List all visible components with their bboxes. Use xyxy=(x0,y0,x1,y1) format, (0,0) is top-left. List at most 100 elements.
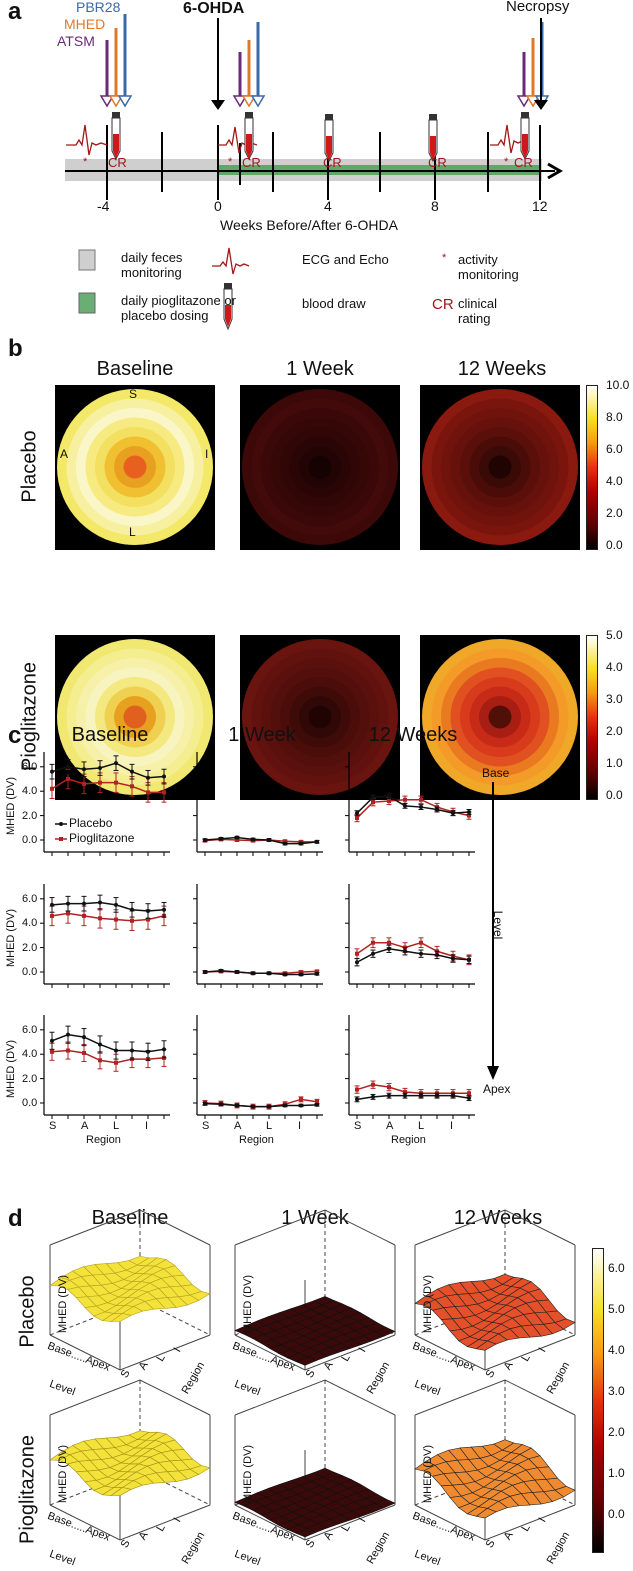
col-title-12weeks: 12 Weeks xyxy=(453,1207,543,1229)
legend-pioglitazone: Pioglitazone xyxy=(69,831,135,845)
data-point xyxy=(403,1090,407,1095)
data-point xyxy=(130,769,134,774)
data-point xyxy=(114,1060,118,1065)
data-point xyxy=(267,971,271,976)
data-point xyxy=(355,816,359,821)
data-point xyxy=(387,794,391,799)
data-point xyxy=(50,913,54,918)
line-chart-base-0 xyxy=(40,752,170,856)
colorbar-tick-label: 4.0 xyxy=(608,1343,625,1357)
data-point xyxy=(251,971,255,976)
panel-b-label: b xyxy=(8,335,23,362)
legend-placebo: Placebo xyxy=(69,816,113,830)
data-point xyxy=(98,780,102,785)
data-point xyxy=(114,780,118,785)
x-tick-label: I xyxy=(450,1120,454,1132)
data-point xyxy=(130,1048,134,1053)
data-point xyxy=(403,797,407,802)
data-point xyxy=(299,841,303,846)
timeline-diagram xyxy=(65,14,563,330)
col-title-12weeks: 12 Weeks xyxy=(368,724,458,746)
surface-plot xyxy=(234,1379,396,1541)
series-line-pioglitazone xyxy=(356,941,470,961)
col-title-baseline: Baseline xyxy=(91,1207,169,1229)
data-point xyxy=(66,764,70,769)
polar-ring xyxy=(488,455,512,479)
cr-marker: CR xyxy=(108,155,127,170)
line-chart-apex-1 xyxy=(193,1015,323,1119)
data-point xyxy=(355,1087,359,1092)
tracer-atsm-label: ATSM xyxy=(57,33,95,49)
x-tick-label: L xyxy=(418,1120,425,1132)
colorbar-tick-label: 6.0 xyxy=(608,1261,625,1275)
legend-dosing: daily pioglitazone or placebo dosing xyxy=(121,293,236,323)
surface-patch xyxy=(554,1318,576,1330)
cr-marker: CR xyxy=(514,155,533,170)
series-line-placebo xyxy=(51,1033,165,1053)
tracer-pbr28-label: PBR28 xyxy=(76,0,121,15)
data-point xyxy=(419,1093,423,1098)
legend-blood: blood draw xyxy=(302,296,366,311)
data-point xyxy=(451,1093,455,1098)
data-point xyxy=(130,784,134,789)
colorbar-tick-label: 0.0 xyxy=(608,1507,625,1521)
data-point xyxy=(283,972,287,977)
y-tick-label: 6.0 xyxy=(22,1023,38,1036)
data-point xyxy=(371,800,375,805)
y-tick-label: 4.0 xyxy=(22,1048,38,1061)
data-point xyxy=(299,1097,303,1102)
colorbar-tick-label: 5.0 xyxy=(608,1302,625,1316)
legend-cr: CR xyxy=(432,296,454,313)
data-point xyxy=(467,1096,471,1101)
data-point xyxy=(403,1093,407,1098)
data-point xyxy=(467,1091,471,1096)
series-line-placebo xyxy=(356,1094,470,1101)
data-point xyxy=(162,774,166,779)
y-tick-label: 0.0 xyxy=(22,1097,38,1109)
data-point xyxy=(130,918,134,923)
colorbar-placebo xyxy=(586,385,598,550)
z-axis-label: MHED (DV) xyxy=(57,1444,69,1504)
data-point xyxy=(355,951,359,956)
colorbar-tick-label: 3.0 xyxy=(608,1384,625,1398)
data-point xyxy=(315,971,319,976)
tracer-arrow xyxy=(247,40,251,96)
tracer-arrow xyxy=(522,52,526,96)
legend-activity: activity monitoring xyxy=(458,252,519,282)
6ohda-label: 6-OHDA xyxy=(183,0,245,17)
y-tick-label: 4.0 xyxy=(22,785,38,798)
data-point xyxy=(403,949,407,954)
panel-c-label: c xyxy=(8,722,22,749)
colorbar-tick-label: 4.0 xyxy=(606,660,623,674)
colorbar-tick-label: 2.0 xyxy=(606,724,623,738)
legend-feces-swatch xyxy=(78,249,96,271)
data-point xyxy=(66,901,70,906)
x-axis-label: Region xyxy=(239,1134,274,1146)
series-line-placebo xyxy=(204,1102,318,1108)
legend-blood-icon xyxy=(223,283,233,330)
data-point xyxy=(315,839,319,844)
data-point xyxy=(371,1094,375,1099)
legend-dosing-swatch xyxy=(78,292,96,314)
polar-maps xyxy=(55,385,580,800)
series-line-pioglitazone xyxy=(51,1049,165,1064)
level-base-label: Base xyxy=(482,766,510,780)
data-point xyxy=(50,769,54,774)
surface-plot xyxy=(414,1209,576,1371)
tracer-mhed-label: MHED xyxy=(64,16,106,32)
series-line-pioglitazone xyxy=(356,1083,469,1094)
line-chart-apex-0 xyxy=(40,1015,170,1119)
data-point xyxy=(435,807,439,812)
series-line-placebo xyxy=(51,901,165,912)
tracer-arrow xyxy=(531,38,535,96)
polar-ring xyxy=(123,705,147,729)
x-axis-label: Region xyxy=(391,1134,426,1146)
surface-plot xyxy=(414,1379,576,1541)
data-point xyxy=(387,946,391,951)
necropsy-label: Necropsy xyxy=(506,0,570,15)
data-point xyxy=(387,1085,391,1090)
data-point xyxy=(114,1048,118,1053)
data-point xyxy=(299,1103,303,1108)
surface-patch xyxy=(374,1498,396,1509)
data-point xyxy=(419,940,423,945)
